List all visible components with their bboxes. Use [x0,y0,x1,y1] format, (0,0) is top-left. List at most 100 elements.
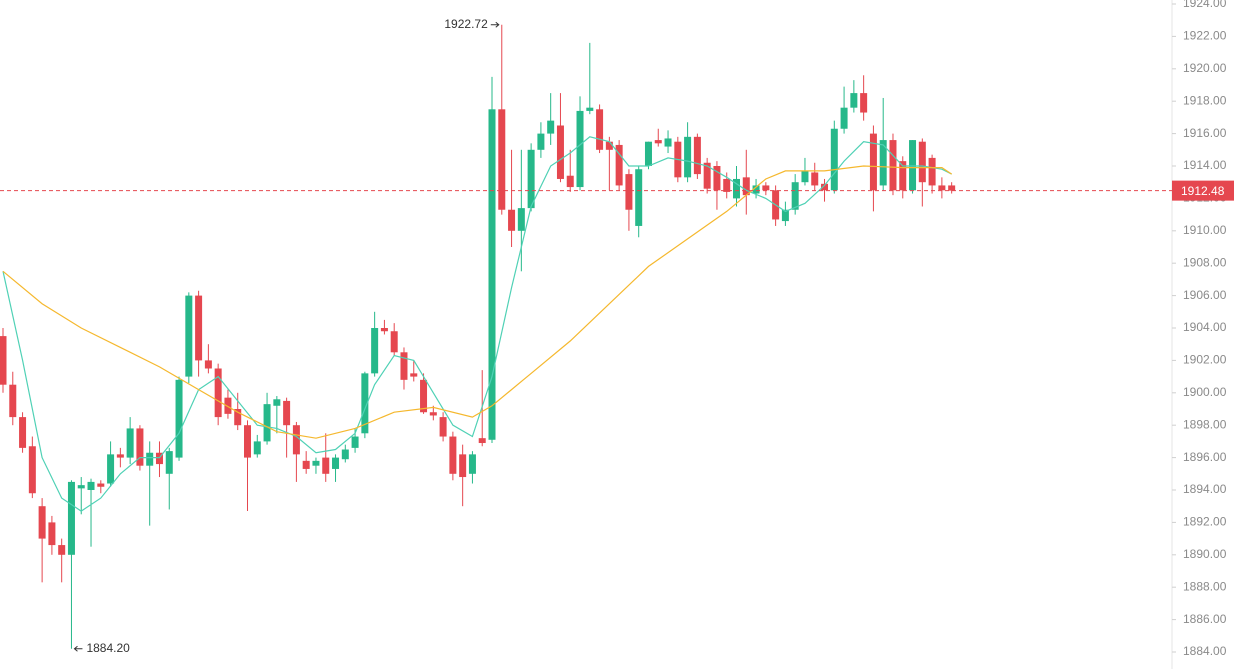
candle-body [742,177,750,196]
candle-body [58,545,66,555]
candle-body [684,136,692,178]
candle-body [566,175,574,188]
candle-body [48,522,56,546]
candle-body [703,162,711,189]
y-tick-label: 1898.00 [1183,417,1227,431]
candle-body [537,133,545,150]
candle-body [244,425,251,458]
candle-body [664,138,672,147]
candle-body [361,373,369,434]
candle-body [889,140,897,191]
candle-body [283,400,291,426]
candle-body [136,428,144,466]
candle-body [302,460,310,469]
candle-body [400,352,408,380]
y-tick-label: 1910.00 [1183,223,1227,237]
annotation-arrow [73,645,83,652]
candle-body [87,481,95,490]
candle-body [67,481,75,555]
candle-body [498,109,506,210]
candle-body [693,136,701,175]
candle-body [273,399,281,406]
candle-body [840,107,848,129]
y-tick-label: 1914.00 [1183,158,1227,172]
candle-body [723,178,731,192]
candle-body [860,93,868,113]
y-tick-label: 1902.00 [1183,353,1227,367]
candle-body [879,140,887,186]
candle-body [762,185,770,191]
candle-body [28,446,36,494]
candle-body [292,425,300,455]
candle-body [869,133,877,191]
y-tick-label: 1916.00 [1183,126,1227,140]
candle-body [547,120,555,134]
candle-body [801,170,809,183]
candle-body [517,208,525,231]
candle-body [0,336,7,385]
y-tick-label: 1920.00 [1183,61,1227,75]
last-price-tag [1172,180,1234,201]
candle-body [116,454,124,458]
candle-body [752,185,760,194]
candle-body [204,360,212,369]
y-tick-label: 1908.00 [1183,255,1227,269]
candle-body [635,169,643,226]
candle-body [19,417,27,448]
candle-body [77,485,85,489]
candle-body [605,141,613,150]
candle-body [938,185,946,191]
ma-line [2,136,952,512]
candle-body [214,368,222,418]
candle-body [791,182,799,210]
y-tick-label: 1900.00 [1183,385,1227,399]
candle-body [850,93,858,108]
candle-body [341,449,349,460]
candle-body [332,457,340,469]
candle-body [312,460,320,466]
y-tick-label: 1890.00 [1183,547,1227,561]
annotation-label: 1922.72 [444,17,488,31]
candle-body [107,454,115,484]
y-tick-label: 1888.00 [1183,579,1227,593]
y-tick-label: 1892.00 [1183,515,1227,529]
candle-body [195,295,203,361]
candle-body [615,144,623,186]
candle-body [918,141,926,183]
candle-body [185,295,193,377]
candle-body [713,166,721,191]
candle-body [322,457,330,474]
candle-body [909,140,917,191]
candle-body [625,174,633,210]
y-tick-label: 1896.00 [1183,450,1227,464]
candle-body [390,331,398,353]
candle-body [654,140,662,144]
candle-body [146,452,154,466]
candle-body [224,397,232,414]
candle-body [586,107,594,111]
candle-body [527,149,535,209]
candle-body [596,109,604,150]
candle-body [234,409,242,426]
ma-line [2,165,953,439]
candle-body [420,379,428,413]
candle-body [488,109,496,440]
candle-body [97,483,105,487]
candle-body [508,209,516,231]
candle-body [644,141,652,166]
candle-body [830,128,838,191]
y-tick-label: 1886.00 [1183,612,1227,626]
y-tick-label: 1918.00 [1183,93,1227,107]
last-price-label: 1912.48 [1181,184,1225,198]
y-tick-label: 1924.00 [1183,0,1227,10]
y-tick-label: 1904.00 [1183,320,1227,334]
candle-body [9,384,17,418]
candle-body [459,454,467,478]
y-tick-label: 1894.00 [1183,482,1227,496]
candle-body [556,125,564,179]
candle-body [948,185,956,191]
candle-body [253,441,261,455]
candle-body [155,452,163,465]
